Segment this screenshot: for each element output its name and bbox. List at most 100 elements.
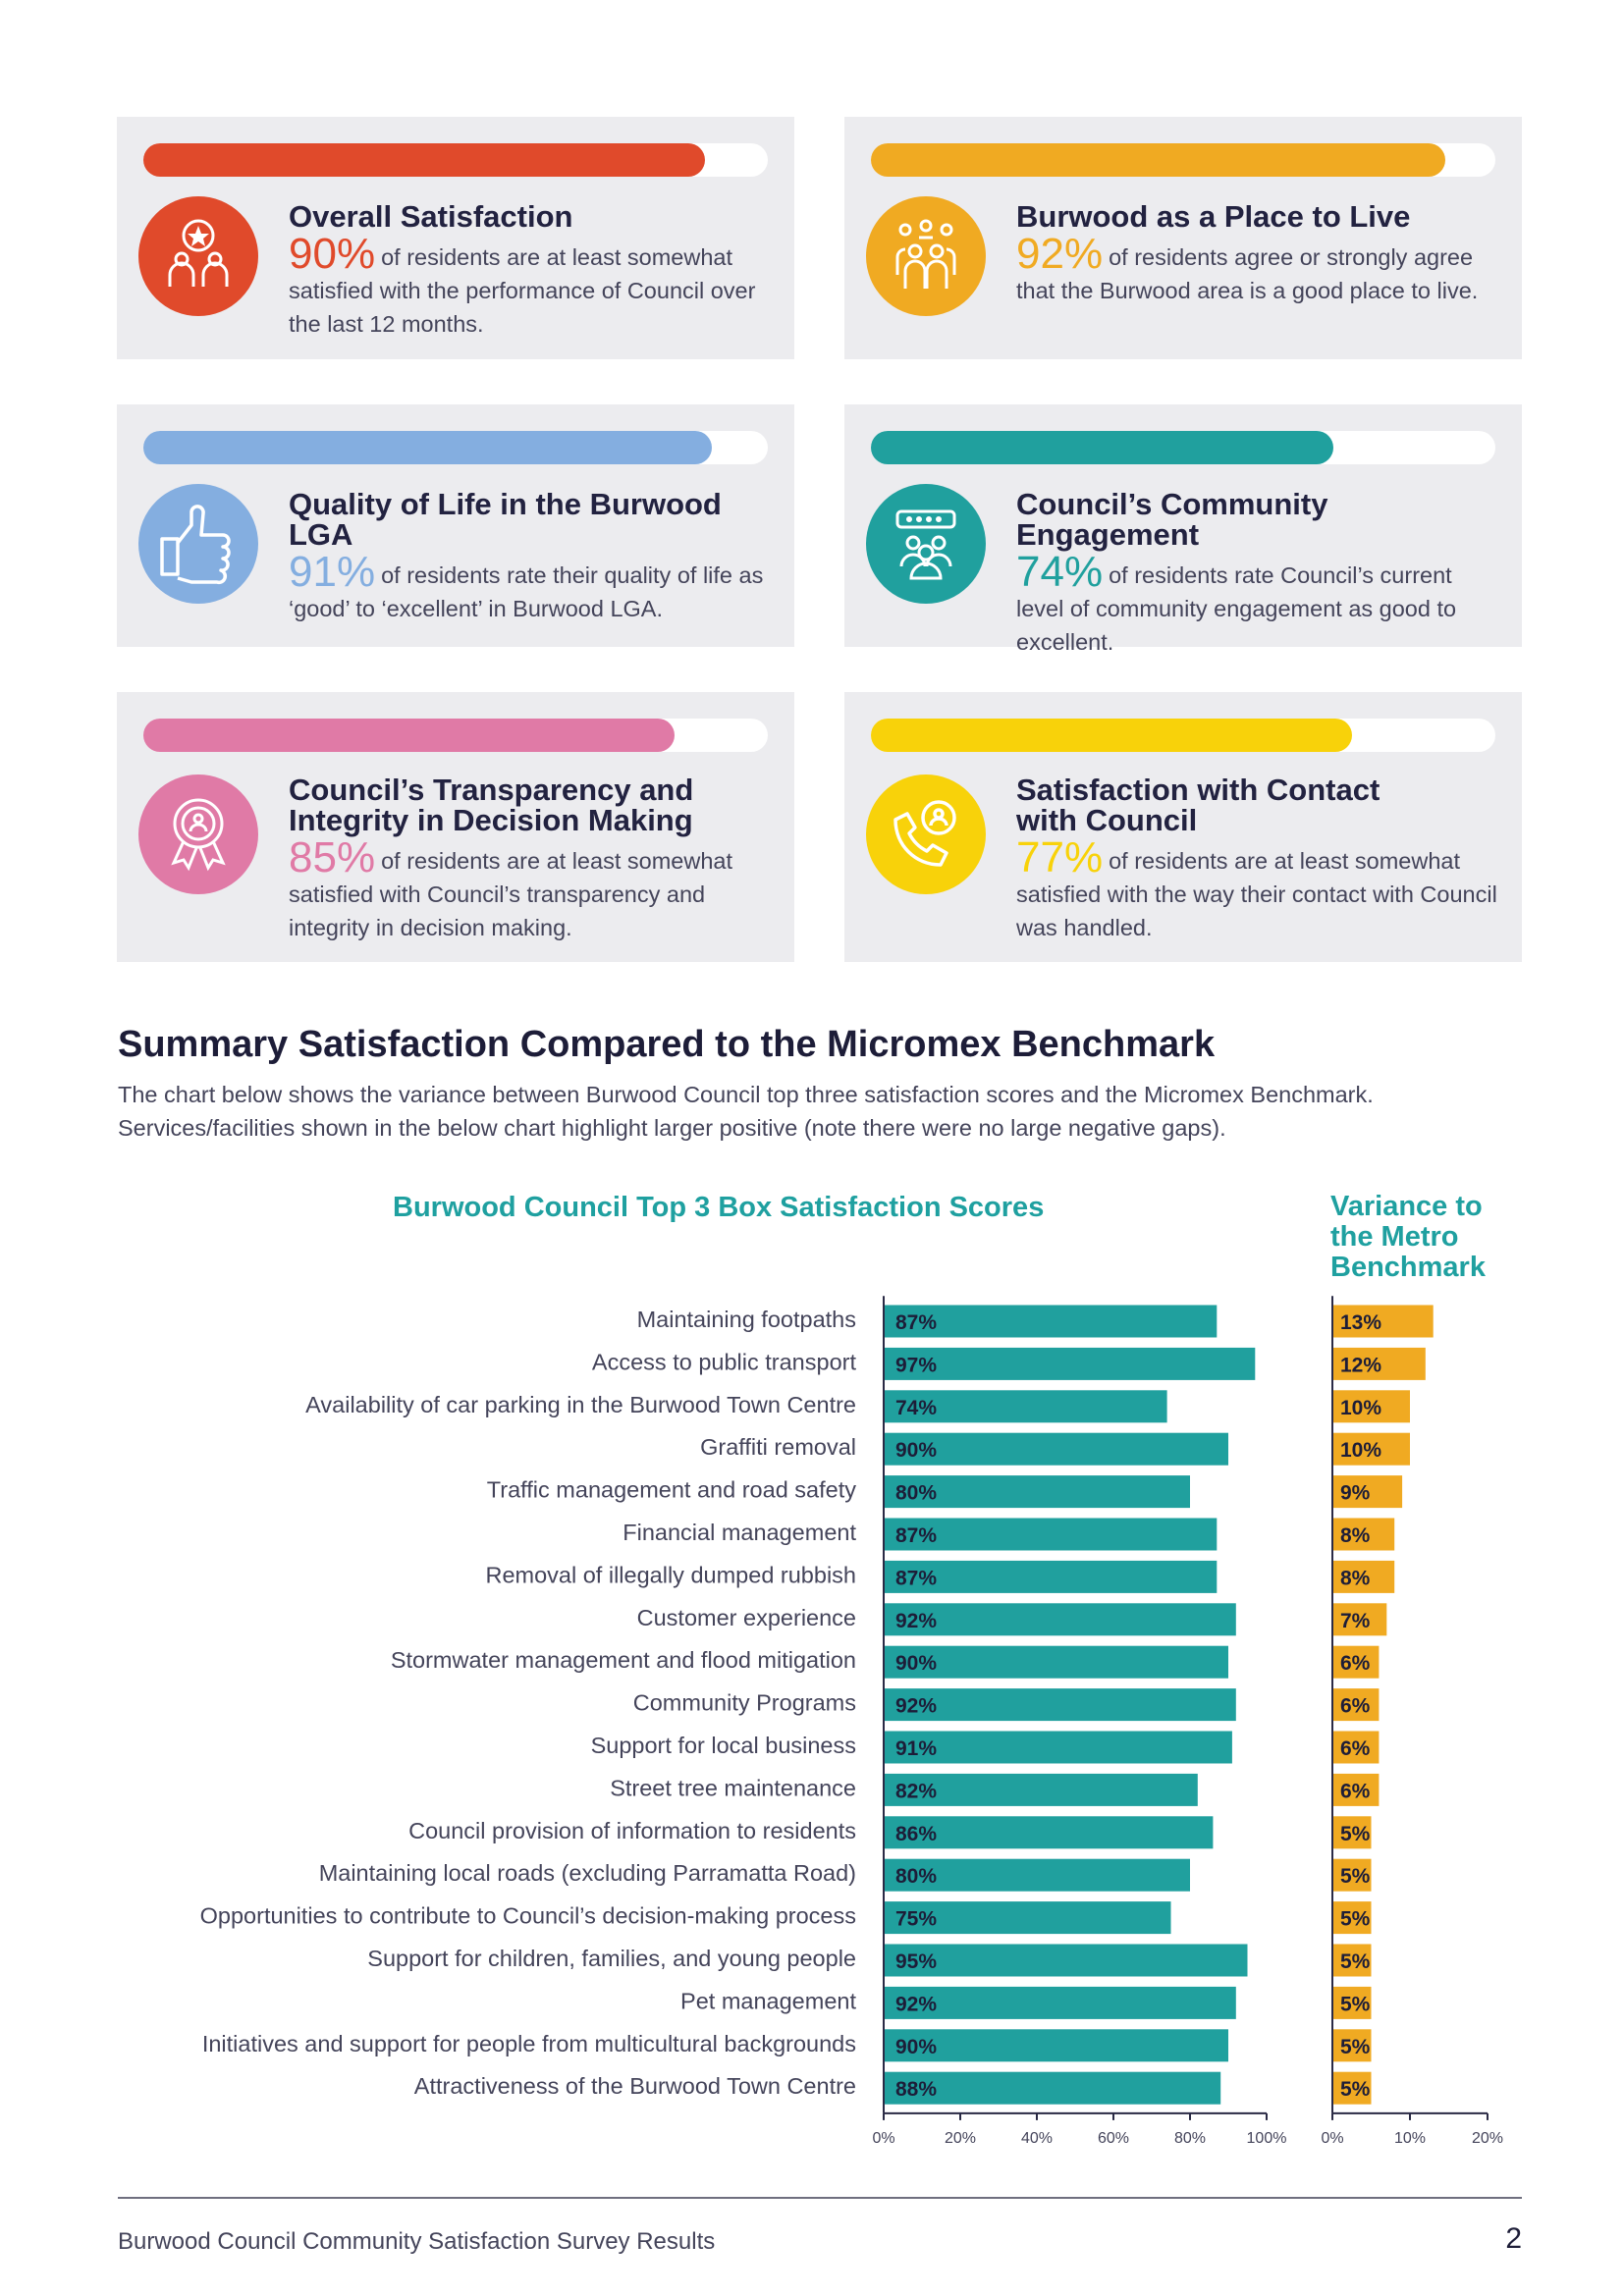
variance-bar [1332, 1688, 1380, 1722]
variance-bar-label: 5% [1340, 2036, 1371, 2058]
category-label: Customer experience [637, 1605, 856, 1630]
score-bar-label: 92% [895, 1695, 937, 1718]
progress-track [871, 719, 1495, 752]
section-description: The chart below shows the variance betwe… [118, 1082, 1374, 1141]
variance-bar-label: 10% [1340, 1439, 1381, 1462]
card-percentage: 74% [1016, 548, 1104, 596]
card-percentage: 90% [289, 230, 376, 278]
variance-bar-label: 7% [1340, 1610, 1371, 1632]
engagement-group-icon [866, 484, 986, 604]
progress-track [143, 719, 768, 752]
variance-bar [1332, 1773, 1380, 1806]
card-transparency-integrity: Council’s Transparency and Integrity in D… [117, 692, 794, 962]
card-description: of residents agree or strongly agree tha… [1016, 244, 1479, 303]
variance-bar [1332, 1305, 1434, 1338]
card-description: of residents rate Council’s current leve… [1016, 562, 1457, 655]
score-tick-label: 40% [1021, 2130, 1053, 2147]
progress-fill [143, 143, 706, 177]
progress-fill [871, 143, 1446, 177]
progress-fill [871, 431, 1333, 464]
card-title: Overall Satisfaction [289, 199, 573, 234]
card-quality-of-life: Quality of Life in the Burwood LGA 91% of… [117, 404, 794, 647]
score-bar-label: 87% [895, 1311, 937, 1334]
score-bar-label: 87% [895, 1524, 937, 1547]
score-tick-label: 0% [872, 2130, 894, 2147]
variance-bar-label: 8% [1340, 1567, 1371, 1589]
card-title-line2: Integrity in Decision Making [289, 803, 693, 837]
category-label: Attractiveness of the Burwood Town Centr… [414, 2073, 856, 2099]
phone-contact-icon [866, 774, 986, 894]
variance-bar [1332, 1986, 1372, 2019]
category-label: Graffiti removal [700, 1434, 856, 1460]
card-description: of residents are at least somewhat satis… [289, 244, 756, 337]
score-bar [884, 1986, 1236, 2019]
card-description: of residents are at least somewhat satis… [289, 848, 732, 940]
score-bar [884, 1858, 1190, 1892]
variance-bar-label: 9% [1340, 1482, 1371, 1505]
progress-fill [143, 431, 712, 464]
score-tick-label: 60% [1098, 2130, 1129, 2147]
thumbs-up-icon [138, 484, 258, 604]
score-bar [884, 1731, 1232, 1764]
variance-bar [1332, 1347, 1426, 1380]
score-bar [884, 1390, 1167, 1423]
progress-track [143, 143, 768, 177]
variance-bar-label: 5% [1340, 1993, 1371, 2015]
card-title: Council’s Community Engagement [1016, 487, 1328, 552]
category-label: Street tree maintenance [610, 1775, 856, 1800]
community-group-icon [866, 196, 986, 316]
card-description: of residents rate their quality of life … [289, 562, 764, 621]
variance-bar [1332, 1901, 1372, 1935]
variance-bar [1332, 1858, 1372, 1892]
card-percentage: 91% [289, 548, 376, 596]
variance-bar-label: 6% [1340, 1652, 1371, 1675]
card-percentage: 92% [1016, 230, 1104, 278]
card-percentage: 85% [289, 833, 376, 881]
variance-tick-label: 10% [1394, 2130, 1426, 2147]
card-title: Satisfaction with Contact with Council [1016, 774, 1502, 835]
variance-bar [1332, 1432, 1410, 1466]
page-number: 2 [1505, 2222, 1522, 2255]
variance-bar-label: 10% [1340, 1397, 1381, 1419]
score-bar [884, 1560, 1218, 1593]
card-place-to-live: Burwood as a Place to Live 92% of residen… [844, 117, 1522, 359]
variance-bar [1332, 1731, 1380, 1764]
score-bar [884, 1901, 1171, 1935]
progress-fill [143, 719, 675, 752]
category-label: Traffic management and road safety [487, 1477, 856, 1503]
category-label: Availability of car parking in the Burwo… [305, 1392, 856, 1417]
score-bar-label: 95% [895, 1950, 937, 1973]
card-contact-with-council: Satisfaction with Contact with Council 77… [844, 692, 1522, 962]
score-bar-label: 75% [895, 1908, 937, 1931]
score-tick-label: 80% [1174, 2130, 1206, 2147]
score-bar-label: 97% [895, 1354, 937, 1376]
variance-bar [1332, 1390, 1410, 1423]
score-bar [884, 1347, 1256, 1380]
category-label: Support for children, families, and youn… [367, 1946, 856, 1971]
variance-bar [1332, 1518, 1395, 1551]
score-bar-label: 87% [895, 1567, 937, 1589]
category-label: Financial management [623, 1520, 856, 1545]
card-title: Council’s Transparency and Integrity in D… [289, 774, 775, 835]
variance-bar-label: 5% [1340, 1865, 1371, 1888]
card-description: of residents are at least somewhat satis… [1016, 848, 1497, 940]
category-label: Maintaining local roads (excluding Parra… [319, 1860, 856, 1886]
card-percentage: 77% [1016, 833, 1104, 881]
chart-title: Burwood Council Top 3 Box Satisfaction S… [393, 1192, 1045, 1223]
card-title: Quality of Life in the Burwood LGA [289, 487, 722, 552]
progress-fill [871, 719, 1352, 752]
category-label: Opportunities to contribute to Council’s… [200, 1903, 856, 1929]
card-title-line1: Satisfaction with Contact [1016, 773, 1380, 807]
variance-title: Variance to the Metro Benchmark [1330, 1191, 1486, 1283]
score-bar [884, 1944, 1248, 1977]
variance-bar-label: 5% [1340, 1908, 1371, 1931]
score-bar-label: 90% [895, 2036, 937, 2058]
score-bar-label: 91% [895, 1737, 937, 1760]
category-label: Pet management [680, 1988, 856, 2013]
variance-bar-label: 5% [1340, 1950, 1371, 1973]
variance-bar-label: 6% [1340, 1695, 1371, 1718]
category-label: Stormwater management and flood mitigati… [391, 1647, 856, 1673]
variance-bar-label: 5% [1340, 2078, 1371, 2101]
score-bar-label: 82% [895, 1780, 937, 1802]
card-overall-satisfaction: Overall Satisfaction 90% of residents are… [117, 117, 794, 359]
